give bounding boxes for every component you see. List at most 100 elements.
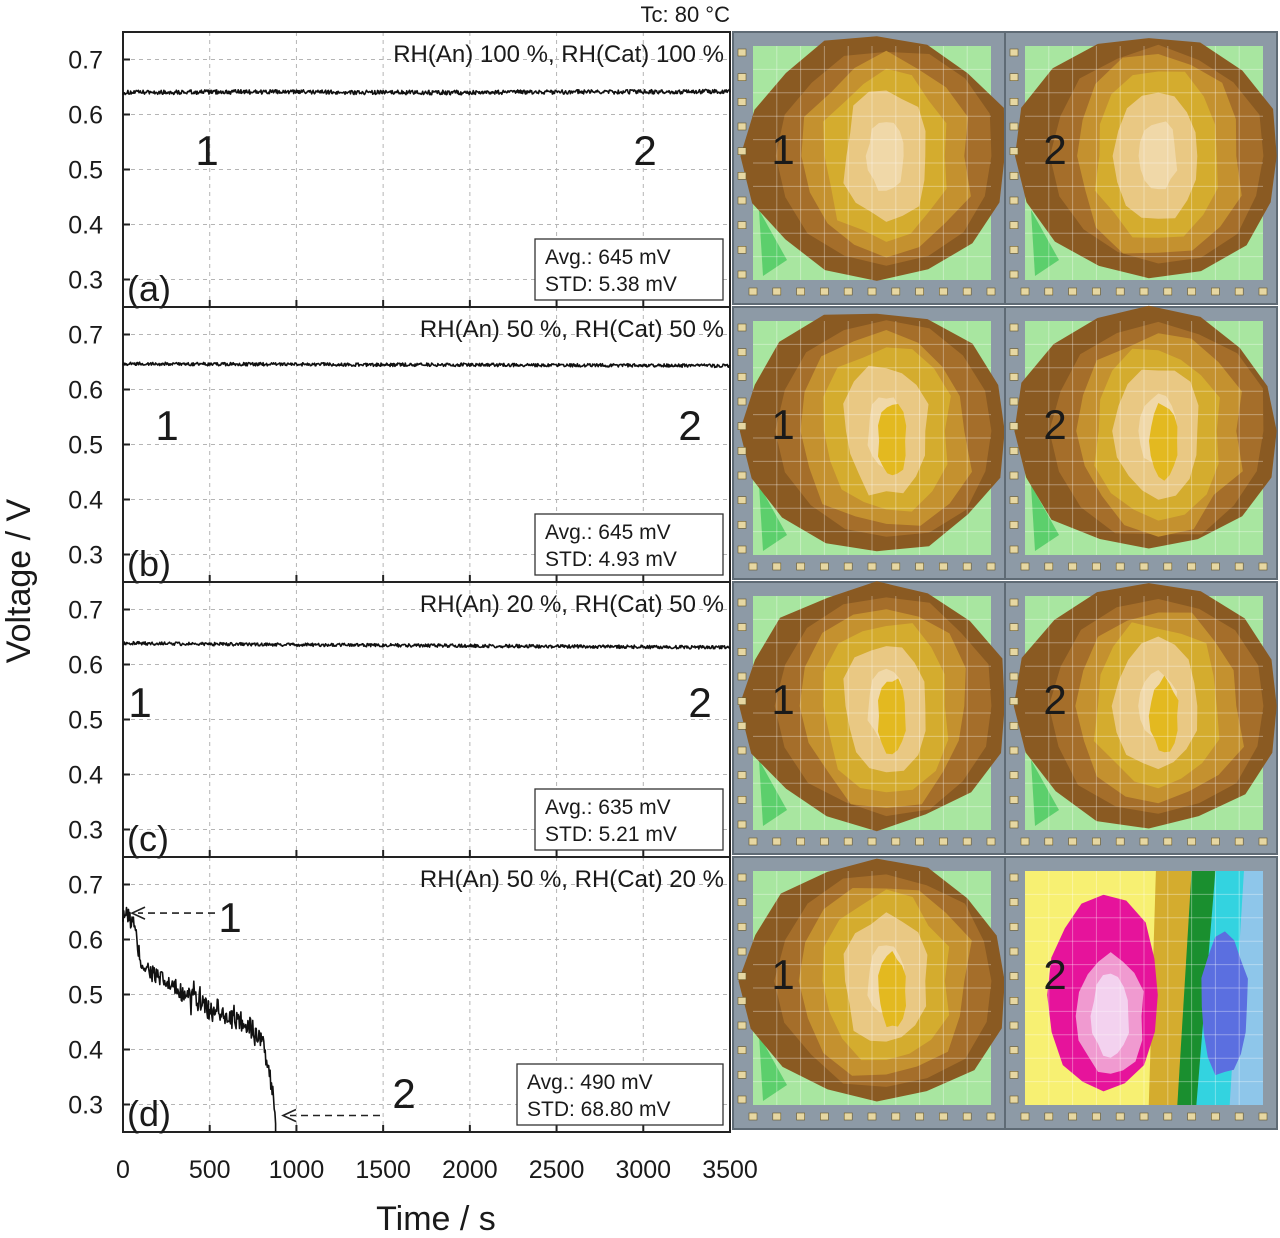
map-tab [1187,562,1196,571]
map-tab [1009,147,1019,155]
map-tab [1009,196,1019,205]
voltage-series-line [122,88,731,96]
stats-box [516,1063,724,1126]
map-tab [867,562,877,571]
map-tab [1009,947,1019,956]
map-tab [737,545,747,554]
map-tab [1187,1112,1196,1121]
map-tab [737,521,747,529]
avg-label: Avg.: 635 mV [545,796,671,819]
map-tab [1009,1021,1019,1030]
point-2-label: 2 [633,127,656,174]
voltage-panel: 0.3 0.4 0.5 0.6 0.7 (d) RH(An) 50 %, RH(Cat) 2… [68,856,731,1134]
std-label: STD: 68.80 mV [527,1098,671,1121]
std-label: STD: 4.93 mV [545,548,677,571]
map-tab [1163,287,1173,296]
map-segment-tabs [1009,48,1268,296]
map-tab [1092,287,1101,296]
map-tab [939,837,948,846]
map-tab [1009,697,1019,705]
x-tick-labels: 0 500 1000 1500 2000 2500 3000 3500 [116,1156,758,1184]
map-tab [1139,1112,1149,1121]
map-tab [1211,287,1220,296]
y-tick-label: 0.6 [68,927,103,955]
current-map: 2 [1004,581,1278,855]
map-grid [1025,321,1263,555]
map-tab [820,1112,829,1121]
map-tab [1009,1046,1019,1054]
map-tab [737,923,747,931]
map-grid [753,46,991,280]
map-region-green-dark [1031,485,1059,551]
map-tab [1009,73,1019,81]
voltage-series-line [122,906,277,1132]
current-map: 2 [1004,856,1278,1130]
map-tab [843,562,853,571]
map-tab [1163,562,1173,571]
map-tab [1211,1112,1220,1121]
map-region-green-dark [759,1035,787,1101]
map-tab [1009,122,1019,131]
map-tab [1009,997,1019,1005]
map-tab [737,796,747,804]
map-tab [891,287,901,296]
map-tab [820,562,829,571]
map-tab [1009,1095,1019,1104]
map-tab [737,196,747,205]
y-tick-label: 0.5 [68,707,103,735]
map-tab [772,1112,782,1121]
arrow-1-head [130,906,146,920]
map-tab [1044,287,1054,296]
map-grid [1025,871,1263,1105]
map-tab [1020,1112,1030,1121]
map-tab [939,1112,948,1121]
map-tab [891,1112,901,1121]
map-grid [753,596,991,830]
map-segment-tabs [1009,873,1268,1121]
map-region-lilac [1090,973,1129,1058]
map-tab [1115,287,1125,296]
avg-label: Avg.: 645 mV [545,521,671,544]
map-tab [915,837,924,846]
map-tab [962,1112,972,1121]
y-tick-label: 0.7 [68,47,103,75]
x-tick-label: 1000 [269,1156,325,1184]
map-point-label: 1 [771,126,794,173]
map-grid [1025,46,1263,280]
map-tab [1009,373,1019,381]
map-tab [915,1112,924,1121]
map-tab [891,837,901,846]
map-tab [843,1112,853,1121]
map-tab [891,562,901,571]
current-map: 1 [732,306,1006,580]
point-1-label: 1 [195,127,218,174]
voltage-panel: 0.3 0.4 0.5 0.6 0.7 (a) RH(An) 100 %, RH(Cat) … [68,31,731,309]
map-tab [737,122,747,131]
map-tab [1187,287,1196,296]
map-tab [1009,771,1019,779]
map-tab [867,1112,877,1121]
map-tab [1211,837,1220,846]
current-map: 2 [1004,305,1278,580]
map-tab [737,496,747,504]
map-tab [1009,221,1019,229]
map-tab [796,287,805,296]
current-density-maps: 1 2 1 2 1 2 1 2 [732,31,1278,1130]
map-point-label: 2 [1043,676,1066,723]
map-tab [820,837,829,846]
map-tab [915,562,924,571]
map-tab [1009,746,1019,755]
condition-label: RH(An) 20 %, RH(Cat) 50 % [420,591,724,618]
y-tick-label: 0.4 [68,487,103,515]
map-tab [1009,348,1019,356]
map-tab [737,820,747,829]
map-tab [737,270,747,279]
map-tab [1020,562,1030,571]
map-tab [737,746,747,755]
map-tab [820,287,829,296]
map-region-green-dark [1031,760,1059,826]
current-map: 1 [732,581,1006,855]
map-tab [1020,287,1030,296]
x-tick-label: 2500 [529,1156,585,1184]
map-tab [1258,562,1268,571]
